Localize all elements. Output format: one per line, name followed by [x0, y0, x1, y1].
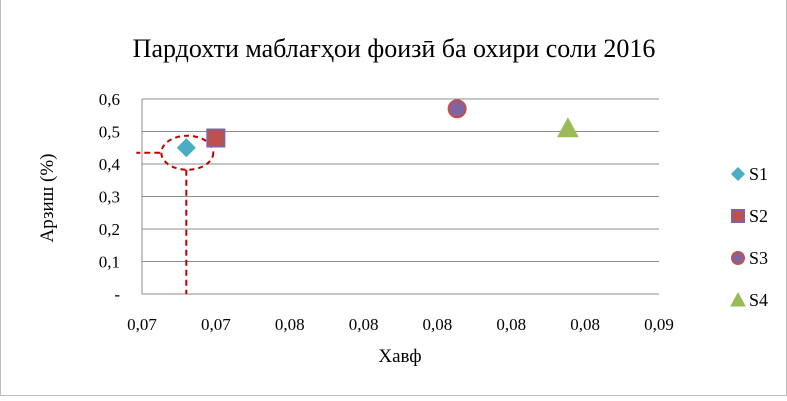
axes [141, 99, 659, 295]
y-tick-label: 0,6 [99, 90, 120, 109]
legend-marker-s1 [730, 166, 746, 182]
legend: S1 S2 S3 S4 [730, 164, 768, 310]
x-tick-label: 0,08 [423, 315, 453, 334]
x-axis-label: Хавф [378, 346, 421, 367]
data-point-s3 [447, 99, 467, 119]
x-tick-label: 0,09 [644, 315, 674, 334]
annotation-ellipse [160, 134, 215, 171]
data-points [176, 99, 579, 158]
x-tick-label: 0,07 [201, 315, 231, 334]
grid-lines [142, 98, 659, 262]
legend-marker-s2 [731, 209, 745, 223]
legend-label-s3: S3 [749, 248, 768, 268]
legend-label-s4: S4 [749, 290, 768, 310]
x-tick-label: 0,08 [349, 315, 379, 334]
data-point-s4 [557, 117, 579, 138]
x-tick-label: 0,07 [127, 315, 157, 334]
x-tick-label: 0,08 [570, 315, 600, 334]
legend-label-s2: S2 [749, 206, 768, 226]
y-tick-labels: - 0,1 0,2 0,3 0,4 0,5 0,6 [99, 90, 121, 304]
annotation [136, 134, 215, 294]
legend-marker-s4 [730, 291, 746, 307]
y-tick-label: 0,5 [99, 123, 120, 142]
x-tick-labels: 0,07 0,07 0,08 0,08 0,08 0,08 0,08 0,09 [127, 315, 674, 334]
legend-label-s1: S1 [749, 164, 768, 184]
y-tick-label: 0,2 [99, 220, 120, 239]
y-tick-label: - [114, 285, 120, 304]
y-tick-label: 0,4 [99, 155, 121, 174]
x-tick-label: 0,08 [275, 315, 305, 334]
y-tick-label: 0,1 [99, 253, 120, 272]
y-tick-label: 0,3 [99, 188, 120, 207]
x-tick-label: 0,08 [496, 315, 526, 334]
legend-marker-s3 [731, 251, 745, 265]
data-point-s1 [176, 138, 196, 158]
y-axis-label: Арзиш (%) [37, 154, 58, 243]
chart-title: Пардохти маблағҳои фоизӣ ба охири соли 2… [133, 34, 656, 63]
data-point-s2 [206, 128, 226, 148]
